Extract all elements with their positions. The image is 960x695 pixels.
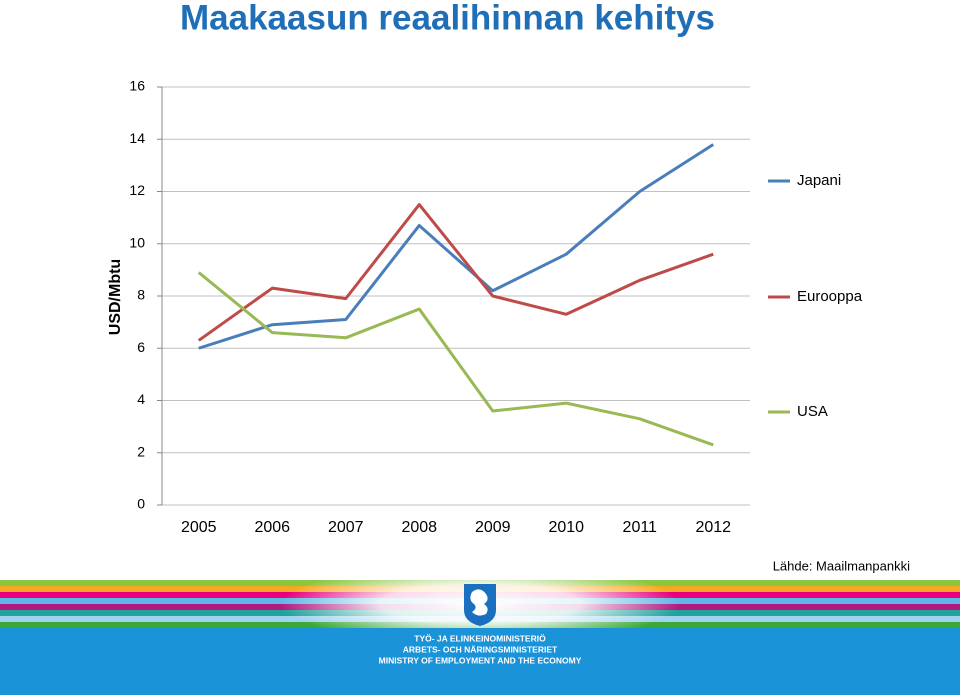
y-tick-label: 16 [129,78,145,94]
x-tick-label: 2008 [401,519,437,536]
series-line [197,271,714,447]
legend-label: USA [797,403,828,420]
x-tick-label: 2011 [623,519,658,536]
source-note: Lähde: Maailmanpankki [773,558,910,573]
y-axis-label: USD/Mbtu [107,259,124,335]
y-tick-label: 0 [137,496,145,512]
footer-line: ARBETS- OCH NÄRINGSMINISTERIET [403,644,558,654]
series-line [197,203,714,342]
series-line [198,143,715,350]
legend-label: Japani [797,172,841,189]
logo-lion [470,589,488,616]
y-tick-label: 12 [129,182,145,198]
chart-title: Maakaasun reaalihinnan kehitys [180,0,715,37]
y-tick-label: 10 [129,234,145,250]
footer-line: TYÖ- JA ELINKEINOMINISTERIÖ [414,633,546,643]
footer-band [0,628,960,695]
y-tick-label: 8 [137,287,145,303]
footer-line: MINISTRY OF EMPLOYMENT AND THE ECONOMY [379,655,582,665]
x-tick-label: 2006 [254,519,290,536]
footer-stripes [0,564,960,695]
y-tick-label: 2 [137,443,145,459]
x-tick-label: 2010 [548,519,584,536]
x-tick-label: 2009 [475,519,511,536]
x-tick-label: 2005 [181,519,217,536]
y-tick-label: 6 [137,339,145,355]
y-tick-label: 4 [137,391,145,407]
x-tick-label: 2012 [695,519,731,536]
x-tick-label: 2007 [328,519,364,536]
legend-label: Eurooppa [797,288,863,305]
y-tick-label: 14 [129,130,145,146]
